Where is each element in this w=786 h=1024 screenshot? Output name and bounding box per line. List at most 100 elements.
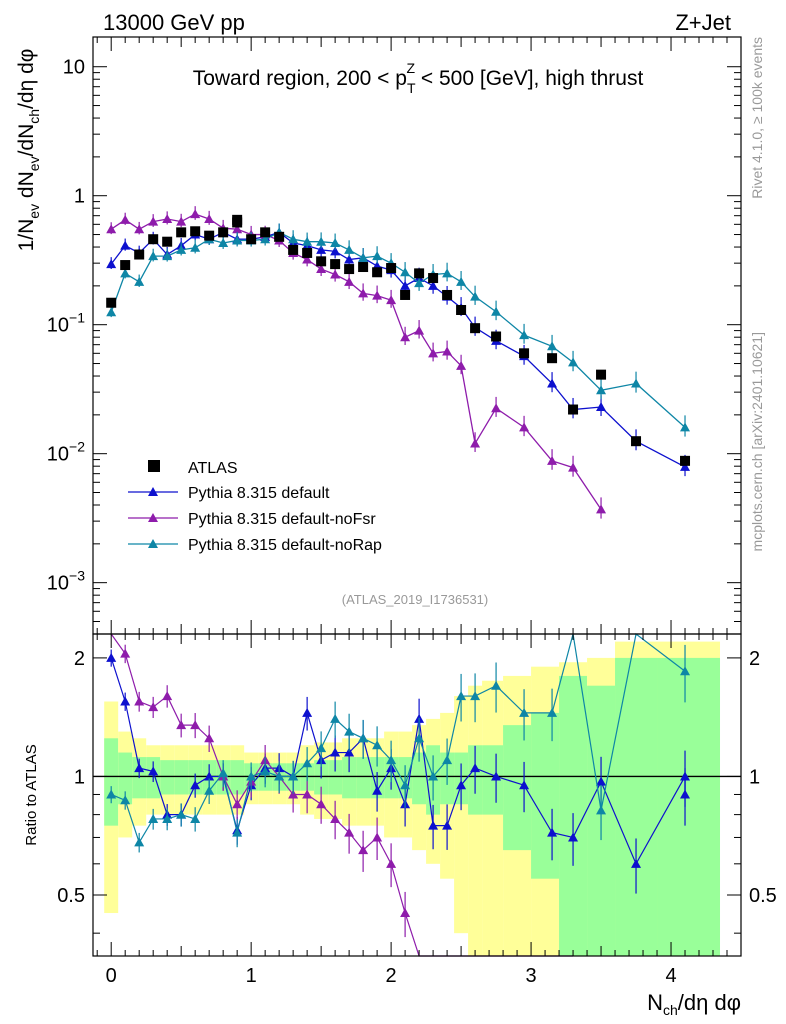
series-0 [106, 223, 691, 477]
ratio-point [120, 648, 131, 658]
data-point [218, 227, 229, 238]
series-point [120, 240, 131, 250]
data-point [274, 231, 285, 242]
data-point [204, 230, 215, 241]
ratio-tick-label: 2 [74, 648, 85, 670]
ratio-point [470, 691, 481, 701]
band-inner [174, 760, 189, 795]
ratio-point [148, 813, 159, 823]
series-point [547, 378, 558, 388]
ratio-point [386, 755, 397, 765]
ratio-ticks: 0 1 2 3 4 2 2 1 1 0.5 0.5 [57, 634, 777, 987]
data-point [176, 227, 187, 238]
ratio-point [456, 780, 467, 790]
series-point [680, 422, 691, 432]
ratio-point [288, 789, 299, 799]
y-tick-label: 10−2 [47, 439, 85, 466]
data-point [288, 244, 299, 255]
chart-title-sub: T [407, 80, 416, 96]
series-point [428, 280, 439, 290]
data-point [148, 234, 159, 245]
data-points [106, 214, 691, 466]
series-point [148, 251, 159, 261]
series-point [176, 216, 187, 226]
ratio-point [470, 763, 481, 773]
ratio-point [232, 799, 243, 809]
band-inner [412, 752, 427, 805]
data-point [246, 234, 257, 245]
series-point [414, 325, 425, 335]
ratio-point [176, 720, 187, 730]
legend-label: Pythia 8.315 default-noRap [188, 537, 382, 554]
data-point [162, 236, 173, 247]
x-axis-label: Nch/dη dφ [647, 990, 741, 1018]
series-point [372, 251, 383, 261]
data-point [344, 264, 355, 275]
ratio-point [358, 845, 369, 855]
data-point [120, 260, 131, 271]
ratio-point [302, 758, 313, 768]
series-point [358, 252, 369, 262]
x-tick-label: 1 [246, 965, 257, 987]
main-panel: 10 1 10−1 10−2 10−3 Toward region, 200 < pTZ… [15, 36, 742, 635]
chart-title-post: < 500 [GeV], high thrust [415, 67, 643, 90]
series-point [547, 341, 558, 351]
band-inner [657, 657, 721, 956]
ratio-point [330, 813, 341, 823]
band-inner [356, 757, 371, 799]
ratio-point [190, 813, 201, 823]
series-point [106, 224, 117, 234]
x-tick-label: 2 [386, 965, 397, 987]
series-point [288, 234, 299, 244]
ratio-point [162, 813, 173, 823]
series-point [519, 330, 530, 340]
series-point [316, 236, 327, 246]
ratio-tick-label-right: 1 [749, 766, 760, 788]
series-point [162, 251, 173, 261]
mcplots-watermark: mcplots.cern.ch [arXiv:2401.10621] [749, 332, 765, 551]
ratio-point [120, 795, 131, 805]
ylabel-s3: ch [26, 109, 42, 124]
band-outer [454, 696, 469, 934]
ratio-point [162, 691, 173, 701]
series-point [400, 280, 411, 290]
series-point [470, 291, 481, 301]
series-point [414, 278, 425, 288]
ratio-point [519, 707, 530, 717]
ratio-point [148, 766, 159, 776]
series-point [330, 269, 341, 279]
ratio-point [456, 691, 467, 701]
ratio-point [372, 740, 383, 750]
ratio-point [344, 827, 355, 837]
ratio-point [491, 771, 502, 781]
ratio-point [330, 747, 341, 757]
band-outer [468, 685, 483, 956]
y-tick-label: 10−3 [47, 568, 85, 595]
series-line [110, 231, 686, 428]
data-point [106, 297, 117, 308]
series-point [302, 254, 313, 264]
xlabel-b: /dη dφ [678, 990, 741, 1015]
band-inner [328, 760, 343, 795]
legend-label-data: ATLAS [188, 460, 238, 477]
ylabel-a: 1/N [15, 219, 38, 252]
series-point [568, 462, 579, 472]
ratio-tick-label-right: 0.5 [749, 885, 777, 907]
series-line [110, 231, 686, 468]
ratio-point [176, 809, 187, 819]
series-point [596, 385, 607, 395]
series-point [190, 209, 201, 219]
series-1 [106, 206, 607, 519]
y-tick-label: 10−1 [47, 310, 85, 337]
series-point [568, 357, 579, 367]
xlabel-a: N [647, 990, 663, 1015]
y-tick-label: 10 [63, 57, 85, 79]
series-point [400, 267, 411, 277]
series-point [547, 455, 558, 465]
series-point [106, 307, 117, 317]
data-point [456, 305, 467, 316]
ratio-point [204, 733, 215, 743]
series-point [148, 216, 159, 226]
band-inner [230, 760, 245, 795]
ratio-point [316, 799, 327, 809]
